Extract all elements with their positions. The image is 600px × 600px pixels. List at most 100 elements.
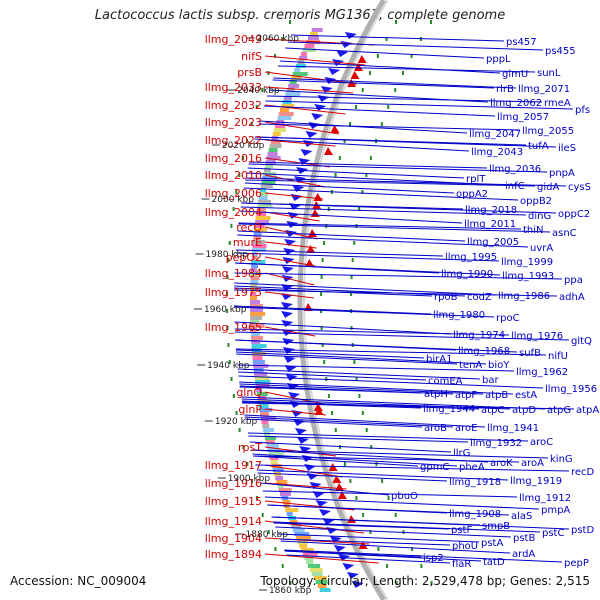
left-gene-label[interactable]: llmg_2010 — [205, 169, 262, 182]
right-gene-label[interactable]: atpC — [481, 405, 504, 416]
right-gene-label[interactable]: comEA — [428, 376, 463, 387]
right-gene-label[interactable]: uvrA — [530, 243, 553, 254]
right-gene-label[interactable]: bioY — [488, 360, 510, 371]
right-gene-labels[interactable]: ps457 ps455 pppL glmU sunL rlrB llmg_2071 llmg_… — [391, 37, 599, 570]
right-gene-label[interactable]: cysS — [568, 182, 591, 193]
right-gene-label[interactable]: smpB — [482, 521, 510, 532]
right-gene-label[interactable]: oppC2 — [558, 209, 590, 220]
right-gene-label[interactable]: llmg_2062 — [490, 98, 542, 109]
right-gene-label[interactable]: llrG — [453, 448, 470, 459]
right-gene-label[interactable]: llmg_1990 — [441, 269, 493, 280]
right-gene-label[interactable]: atpA — [576, 405, 599, 416]
left-gene-label[interactable]: llmg_2032 — [205, 99, 262, 112]
right-gene-label[interactable]: atpB — [485, 390, 508, 401]
right-gene-label[interactable]: aroE — [455, 423, 477, 434]
left-gene-label[interactable]: glnQ — [236, 386, 262, 399]
left-gene-label[interactable]: llmg_2022 — [205, 134, 262, 147]
right-gene-label[interactable]: pstA — [481, 538, 503, 549]
right-gene-label[interactable]: infC — [505, 181, 525, 192]
right-gene-label[interactable]: oppA2 — [456, 189, 488, 200]
right-gene-label[interactable]: rmeA — [544, 98, 571, 109]
right-gene-label[interactable]: rlrB — [496, 84, 514, 95]
right-gene-label[interactable]: pstC — [542, 528, 564, 539]
right-gene-label[interactable]: birA1 — [426, 354, 452, 365]
left-gene-label[interactable]: llmg_1965 — [205, 321, 262, 334]
right-gene-label[interactable]: pheA — [459, 462, 485, 473]
right-gene-label[interactable]: tenA — [459, 360, 482, 371]
right-gene-label[interactable]: asnC — [552, 228, 577, 239]
left-gene-label[interactable]: llmg_1975 — [205, 286, 262, 299]
right-gene-label[interactable]: pepP — [564, 558, 589, 569]
right-gene-label[interactable]: llmg_1986 — [498, 291, 550, 302]
right-gene-label[interactable]: oppB2 — [520, 196, 552, 207]
right-gene-label[interactable]: ileS — [558, 143, 576, 154]
right-gene-label[interactable]: atpD — [512, 405, 536, 416]
right-gene-label[interactable]: atpH — [424, 389, 448, 400]
right-gene-label[interactable]: atpF — [455, 390, 477, 401]
right-gene-label[interactable]: gpmC — [420, 462, 449, 473]
right-gene-label[interactable]: llmg_1968 — [458, 346, 510, 357]
right-gene-label[interactable]: llmg_1993 — [502, 271, 554, 282]
left-gene-label[interactable]: llmg_1894 — [205, 548, 262, 561]
right-gene-label[interactable]: llmg_1941 — [487, 423, 539, 434]
right-gene-label[interactable]: aroA — [521, 458, 544, 469]
left-gene-label[interactable]: llmg_1914 — [205, 515, 262, 528]
right-gene-label[interactable]: aroB — [424, 423, 447, 434]
left-gene-label[interactable]: llmg_2016 — [205, 152, 262, 165]
right-gene-label[interactable]: llmg_1962 — [516, 367, 568, 378]
right-gene-label[interactable]: llmg_2055 — [522, 126, 574, 137]
right-gene-label[interactable]: pstB — [513, 533, 535, 544]
right-gene-label[interactable]: aroK — [490, 458, 513, 469]
right-gene-label[interactable]: ppa — [564, 275, 583, 286]
right-gene-label[interactable]: llmg_1919 — [510, 476, 562, 487]
right-gene-label[interactable]: isp2 — [423, 553, 444, 564]
right-gene-label[interactable]: llmg_1974 — [453, 330, 505, 341]
right-gene-label[interactable]: tatD — [483, 557, 505, 568]
right-gene-label[interactable]: pppL — [486, 54, 511, 65]
right-gene-label[interactable]: estA — [515, 390, 537, 401]
right-gene-label[interactable]: alaS — [511, 511, 532, 522]
right-gene-label[interactable]: llmg_2018 — [465, 205, 517, 216]
right-gene-label[interactable]: gltQ — [571, 336, 592, 347]
right-gene-label[interactable]: llmg_2005 — [467, 237, 519, 248]
right-gene-label[interactable]: llmg_1918 — [449, 477, 501, 488]
right-gene-label[interactable]: rplT — [466, 174, 486, 185]
right-gene-label[interactable]: llmg_1995 — [445, 252, 497, 263]
right-gene-label[interactable]: kinG — [550, 454, 573, 465]
left-gene-label[interactable]: prsB — [237, 66, 262, 79]
right-gene-label[interactable]: llmg_1908 — [449, 509, 501, 520]
left-gene-label[interactable]: llmg_2006 — [205, 187, 262, 200]
left-gene-label[interactable]: pepO2 — [226, 251, 262, 264]
right-gene-label[interactable]: pmpA — [541, 505, 570, 516]
right-gene-label[interactable]: llmg_2036 — [489, 164, 541, 175]
right-gene-label[interactable]: glmU — [502, 69, 528, 80]
left-gene-label[interactable]: llmg_2004 — [205, 206, 262, 219]
right-gene-label[interactable]: flaR — [452, 559, 471, 570]
right-gene-label[interactable]: llmg_1932 — [470, 438, 522, 449]
right-gene-label[interactable]: llmg_2071 — [518, 84, 570, 95]
right-gene-label[interactable]: pnpA — [549, 168, 575, 179]
right-gene-label[interactable]: ps455 — [545, 46, 576, 57]
left-gene-label[interactable]: nifS — [241, 50, 262, 63]
right-gene-label[interactable]: recD — [571, 467, 595, 478]
right-gene-label[interactable]: llmg_2011 — [464, 219, 516, 230]
right-gene-label[interactable]: adhA — [559, 292, 585, 303]
left-gene-label[interactable]: llmg_2049 — [205, 33, 262, 46]
right-gene-label[interactable]: llmg_1912 — [519, 493, 571, 504]
right-gene-label[interactable]: dinG — [528, 211, 551, 222]
right-gene-label[interactable]: atpG — [547, 405, 571, 416]
right-gene-label[interactable]: rpoB — [434, 292, 458, 303]
right-gene-label[interactable]: thiN — [523, 225, 544, 236]
left-gene-label[interactable]: llmg_1904 — [205, 532, 262, 545]
left-gene-label[interactable]: llmg_1984 — [205, 267, 262, 280]
right-gene-label[interactable]: pstF — [451, 525, 472, 536]
right-gene-label[interactable]: llmg_2057 — [497, 112, 549, 123]
right-gene-label[interactable]: pstD — [571, 525, 594, 536]
left-gene-label[interactable]: murE — [233, 236, 262, 249]
left-gene-label[interactable]: glnP — [238, 403, 262, 416]
right-gene-label[interactable]: ardA — [512, 549, 535, 560]
right-gene-label[interactable]: aroC — [530, 437, 553, 448]
left-gene-label[interactable]: recQ — [236, 221, 262, 234]
right-gene-label[interactable]: llmg_1956 — [545, 384, 597, 395]
left-gene-label[interactable]: llmg_1915 — [205, 495, 262, 508]
